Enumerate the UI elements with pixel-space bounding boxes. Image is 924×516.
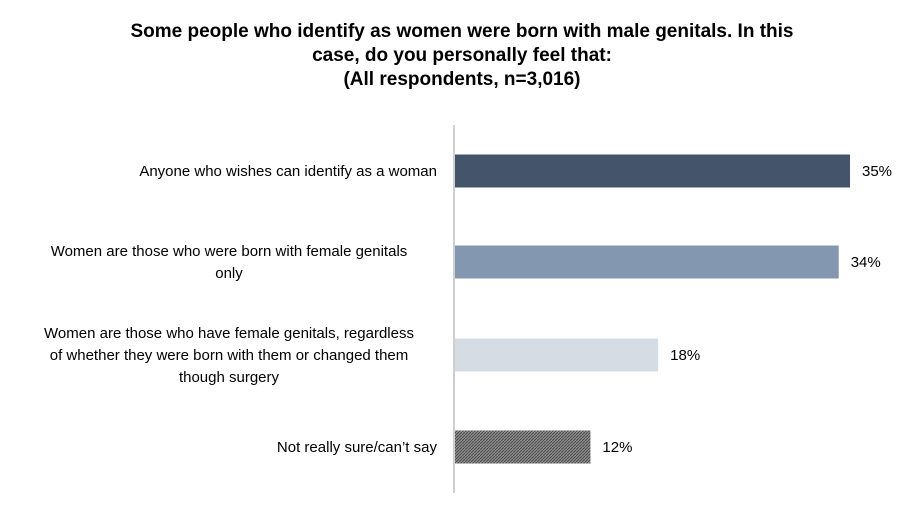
title-line-1: Some people who identify as women were b…	[130, 21, 794, 42]
category-label-4: Not really sure/can’t say	[277, 439, 438, 456]
category-label-4-line-1: Not really sure/can’t say	[277, 439, 438, 456]
category-label-3-line-1: Women are those who have female genitals…	[44, 325, 414, 342]
bar-4	[455, 430, 591, 464]
value-label-2: 34%	[851, 254, 881, 271]
value-label-3: 18%	[670, 347, 700, 364]
category-label-3-line-3: though surgery	[179, 369, 280, 386]
category-label-2-line-2: only	[215, 265, 243, 282]
category-label-2-line-1: Women are those who were born with femal…	[51, 243, 408, 260]
bar-1	[455, 154, 850, 188]
category-label-3-line-2: of whether they were born with them or c…	[50, 347, 409, 364]
category-label-1: Anyone who wishes can identify as a woma…	[139, 163, 437, 180]
value-label-1: 35%	[862, 163, 892, 180]
category-label-1-line-1: Anyone who wishes can identify as a woma…	[139, 163, 437, 180]
category-label-2: Women are those who were born with femal…	[51, 243, 408, 282]
category-label-3: Women are those who have female genitals…	[44, 325, 414, 386]
title-line-2: case, do you personally feel that:	[312, 45, 612, 66]
plot-area: 35% Anyone who wishes can identify as a w…	[44, 125, 892, 493]
chart-title: Some people who identify as women were b…	[0, 20, 924, 92]
bar-3	[455, 338, 659, 372]
bar-2	[455, 245, 839, 279]
value-label-4: 12%	[602, 439, 632, 456]
title-line-3: (All respondents, n=3,016)	[343, 69, 581, 90]
